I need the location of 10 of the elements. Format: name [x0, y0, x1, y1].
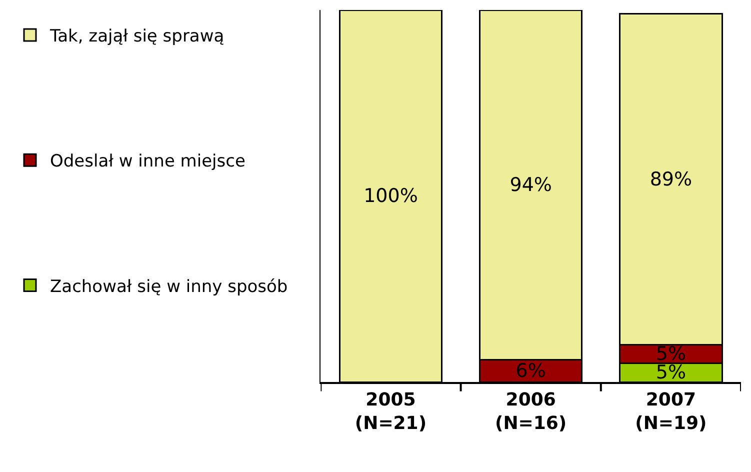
data-label: 100% — [364, 185, 418, 207]
data-label: 94% — [510, 174, 552, 196]
x-tick-label: 2006 (N=16) — [495, 390, 567, 434]
data-label: 89% — [650, 168, 692, 190]
legend-label: Odeslał w inne miejsce — [50, 152, 246, 172]
x-tick-label: 2005 (N=21) — [354, 390, 427, 434]
x-tick-label: 2007 (N=19) — [635, 390, 707, 434]
legend-label: Zachował się w inny sposób — [50, 276, 288, 297]
legend-label: Tak, zajął się sprawą — [49, 26, 224, 47]
data-label: 6% — [516, 360, 546, 382]
